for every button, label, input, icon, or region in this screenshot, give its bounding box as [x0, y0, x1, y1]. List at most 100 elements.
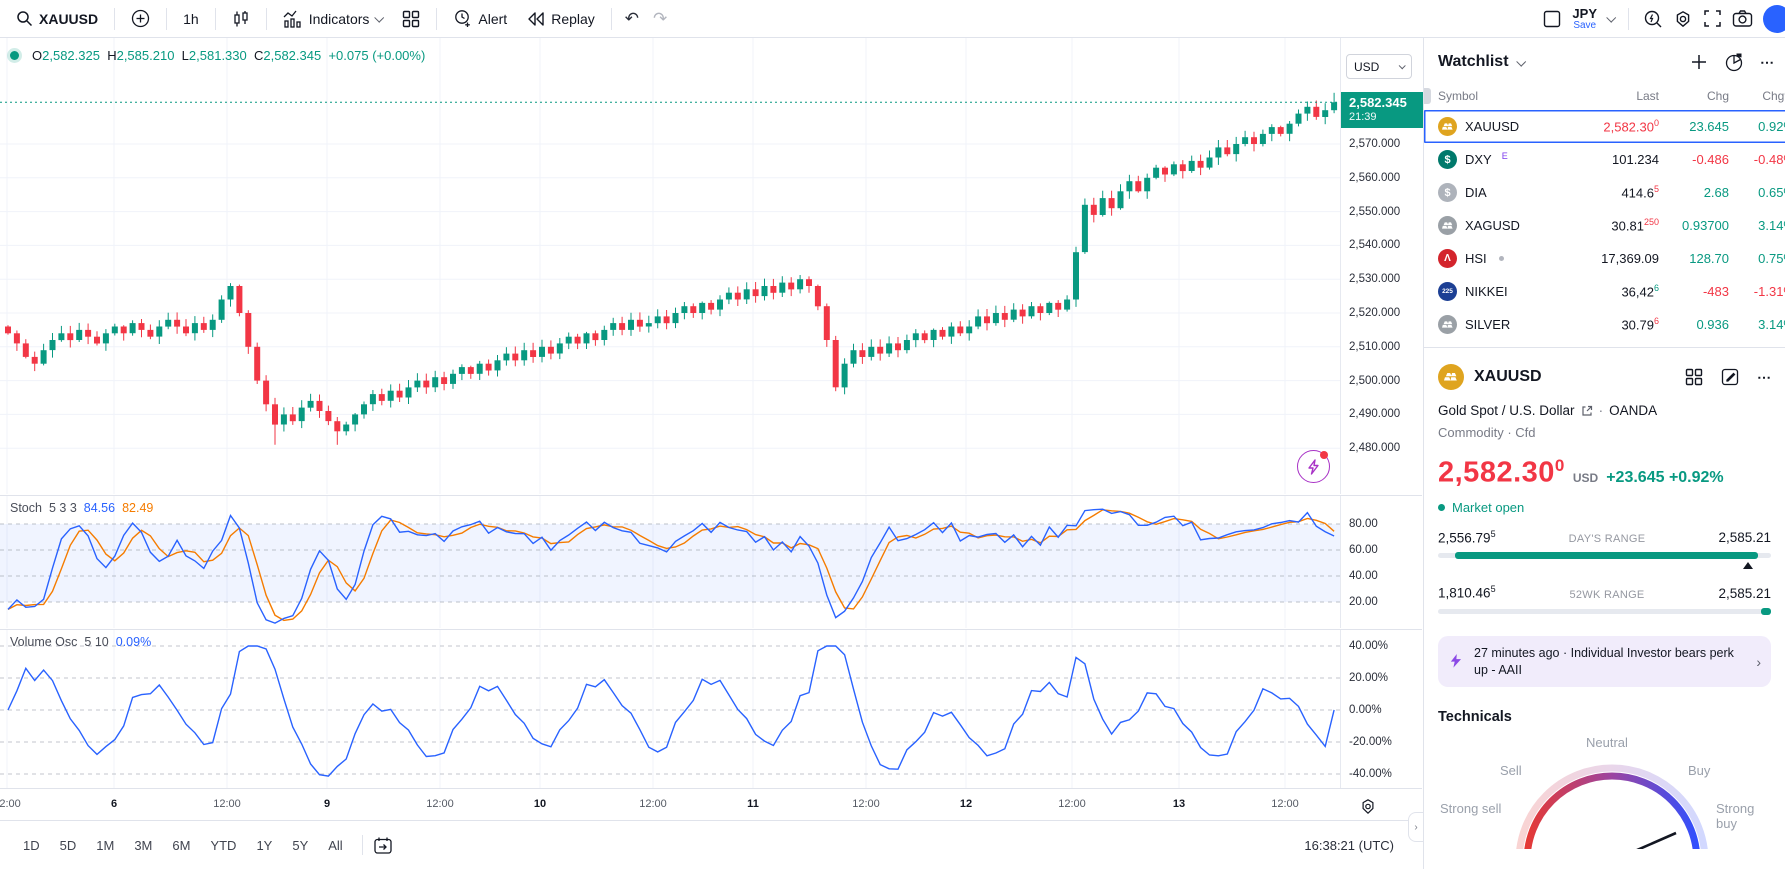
price-axis[interactable]: USD 2,582.345 21:39 2,570.000 2,560.000 2,… — [1340, 38, 1423, 494]
clock-utc[interactable]: 16:38:21 (UTC) — [1304, 837, 1394, 853]
divider — [166, 7, 168, 30]
exchange-badge: E — [1501, 150, 1508, 161]
interval-button[interactable]: 1h — [175, 7, 207, 31]
alert-button[interactable]: Alert — [445, 5, 515, 32]
add-symbol-icon[interactable] — [1690, 53, 1708, 71]
column-chg-pct[interactable]: Chg% — [1762, 89, 1785, 103]
time-axis-label: 6 — [110, 798, 118, 810]
watchlist-row-hsi[interactable]: Λ HSI 17,369.09 128.70 0.75% — [1424, 242, 1785, 275]
volume-osc-chart[interactable] — [0, 630, 1340, 788]
fullscreen-icon[interactable] — [1703, 9, 1722, 28]
range-button-all[interactable]: All — [328, 837, 343, 853]
compose-note-icon[interactable] — [1721, 368, 1739, 386]
market-open-dot — [1438, 503, 1445, 511]
52wk-range-bar — [1438, 607, 1771, 615]
watchlist-row-silver[interactable]: SILVER 30.796 0.936 3.14% — [1424, 308, 1785, 341]
watchlist-row-dia[interactable]: $ DIA 414.65 2.68 0.65% — [1424, 176, 1785, 209]
symbol-logo-icon: 225 — [1438, 282, 1457, 301]
compare-add-button[interactable] — [123, 5, 158, 32]
stoch-k-value: 84.56 — [83, 501, 116, 515]
save-label: Save — [1573, 19, 1597, 31]
redo-button[interactable]: ↷ — [653, 8, 668, 28]
screenshot-camera-icon[interactable] — [1732, 9, 1753, 28]
symbol-card-name: XAUUSD — [1474, 368, 1542, 385]
heatmap-pie-icon[interactable] — [1724, 52, 1744, 72]
panel-collapse-button[interactable]: › — [1408, 812, 1423, 842]
range-button-6m[interactable]: 6M — [172, 837, 191, 853]
symbol-search-button[interactable]: XAUUSD — [8, 6, 106, 31]
main-price-pane[interactable]: O2,582.325 H2,585.210 L2,581.330 C2,582.… — [0, 38, 1423, 494]
chart-style-button[interactable] — [224, 6, 258, 32]
volume-osc-axis-label: 0.00% — [1349, 704, 1382, 716]
indicators-button[interactable]: Indicators — [275, 6, 391, 32]
stochastic-pane[interactable]: Stoch 5 3 3 84.56 82.49 80.00 60.00 40.00 2… — [0, 495, 1422, 628]
boost-button[interactable] — [1297, 450, 1330, 483]
volume-osc-legend[interactable]: Volume Osc 5 10 0.09% — [10, 635, 151, 649]
save-layout-icon[interactable] — [1542, 9, 1562, 29]
last-price-tag: 2,582.345 21:39 — [1341, 92, 1423, 128]
layout-name-button[interactable]: JPY Save — [1572, 7, 1597, 31]
news-item[interactable]: 27 minutes ago · Individual Investor bea… — [1438, 635, 1771, 688]
goto-date-icon[interactable] — [373, 836, 393, 855]
settings-gear-icon[interactable] — [1673, 9, 1693, 29]
day-range-low: 2,556.795 — [1438, 528, 1496, 546]
last-price: 30.81250 — [1611, 217, 1659, 234]
range-button-1d[interactable]: 1D — [23, 837, 40, 853]
technicals-gauge[interactable]: Neutral Sell Buy Strong sell Strong buy — [1438, 729, 1771, 865]
chevron-down-icon — [374, 12, 385, 23]
last-price-value: 2,582.345 — [1349, 95, 1407, 110]
price-axis-label: 2,560.000 — [1349, 171, 1401, 184]
external-link-icon[interactable] — [1581, 405, 1593, 417]
symbol-change: +23.645 +0.92% — [1606, 468, 1724, 486]
technicals-title: Technicals — [1438, 709, 1512, 726]
layout-grid-button[interactable] — [394, 6, 428, 32]
ohlc-legend[interactable]: O2,582.325 H2,585.210 L2,581.330 C2,582.… — [10, 48, 425, 63]
volume-osc-pane[interactable]: Volume Osc 5 10 0.09% 40.00% 20.00% 0.00% -… — [0, 629, 1422, 788]
time-axis[interactable]: 12:00 6 12:00 9 12:00 10 12:00 11 12:00 12 12:00 13… — [0, 788, 1422, 820]
watchlist-row-nikkei[interactable]: 225 NIKKEI 36,426 -483 -1.31% — [1424, 275, 1785, 308]
gauge-label-sell: Sell — [1500, 763, 1522, 779]
price-axis-label: 2,530.000 — [1349, 273, 1401, 286]
symbol-grid-icon[interactable] — [1685, 368, 1703, 386]
range-button-1y[interactable]: 1Y — [256, 837, 273, 853]
candlestick-chart[interactable] — [0, 38, 1340, 494]
more-options-icon[interactable]: ⋯ — [1760, 53, 1775, 70]
stoch-legend[interactable]: Stoch 5 3 3 84.56 82.49 — [10, 501, 153, 515]
column-last[interactable]: Last — [1636, 89, 1659, 103]
range-button-3m[interactable]: 3M — [134, 837, 153, 853]
layout-currency-label: JPY — [1572, 5, 1597, 21]
time-axis-label: 12 — [959, 798, 973, 810]
time-axis-settings-icon[interactable] — [1360, 798, 1377, 815]
watchlist-title-button[interactable]: Watchlist — [1438, 53, 1526, 71]
chevron-down-icon[interactable] — [1606, 12, 1617, 23]
more-options-icon[interactable]: ⋯ — [1757, 368, 1771, 385]
column-symbol[interactable]: Symbol — [1438, 89, 1479, 103]
time-axis-label: 12:00 — [213, 798, 241, 810]
last-price: 17,369.09 — [1601, 251, 1659, 266]
stoch-axis[interactable]: 80.00 60.00 40.00 20.00 — [1340, 496, 1422, 628]
stochastic-chart[interactable] — [0, 496, 1340, 628]
watchlist-row-xagusd[interactable]: XAGUSD 30.81250 0.93700 3.14% — [1424, 209, 1785, 242]
undo-button[interactable]: ↶ — [624, 8, 640, 28]
replay-button[interactable]: Replay — [519, 7, 603, 31]
symbol-logo-icon — [1438, 117, 1457, 136]
indicators-icon — [283, 10, 303, 28]
range-button-1m[interactable]: 1M — [96, 837, 115, 853]
price-axis-label: 2,520.000 — [1349, 307, 1401, 319]
quick-search-icon[interactable] — [1643, 9, 1663, 29]
range-button-ytd[interactable]: YTD — [210, 837, 237, 853]
range-button-5y[interactable]: 5Y — [292, 837, 309, 853]
currency-dropdown[interactable]: USD — [1346, 54, 1412, 79]
change-value: 2.68 — [1703, 185, 1729, 200]
column-chg[interactable]: Chg — [1706, 89, 1729, 103]
top-toolbar: XAUUSD 1h Ind — [0, 0, 1785, 38]
watchlist-symbol: 225 NIKKEI — [1424, 282, 1579, 301]
watchlist-drag-handle[interactable] — [1424, 88, 1431, 104]
watchlist-row-xauusd[interactable]: XAUUSD 2,582.300 23.645 0.92% — [1424, 110, 1785, 143]
volume-osc-axis[interactable]: 40.00% 20.00% 0.00% -20.00% -40.00% — [1340, 630, 1422, 788]
change-value: -483 — [1702, 284, 1729, 299]
user-avatar[interactable] — [1763, 4, 1785, 33]
range-button-5d[interactable]: 5D — [59, 837, 77, 853]
divider — [610, 7, 612, 30]
